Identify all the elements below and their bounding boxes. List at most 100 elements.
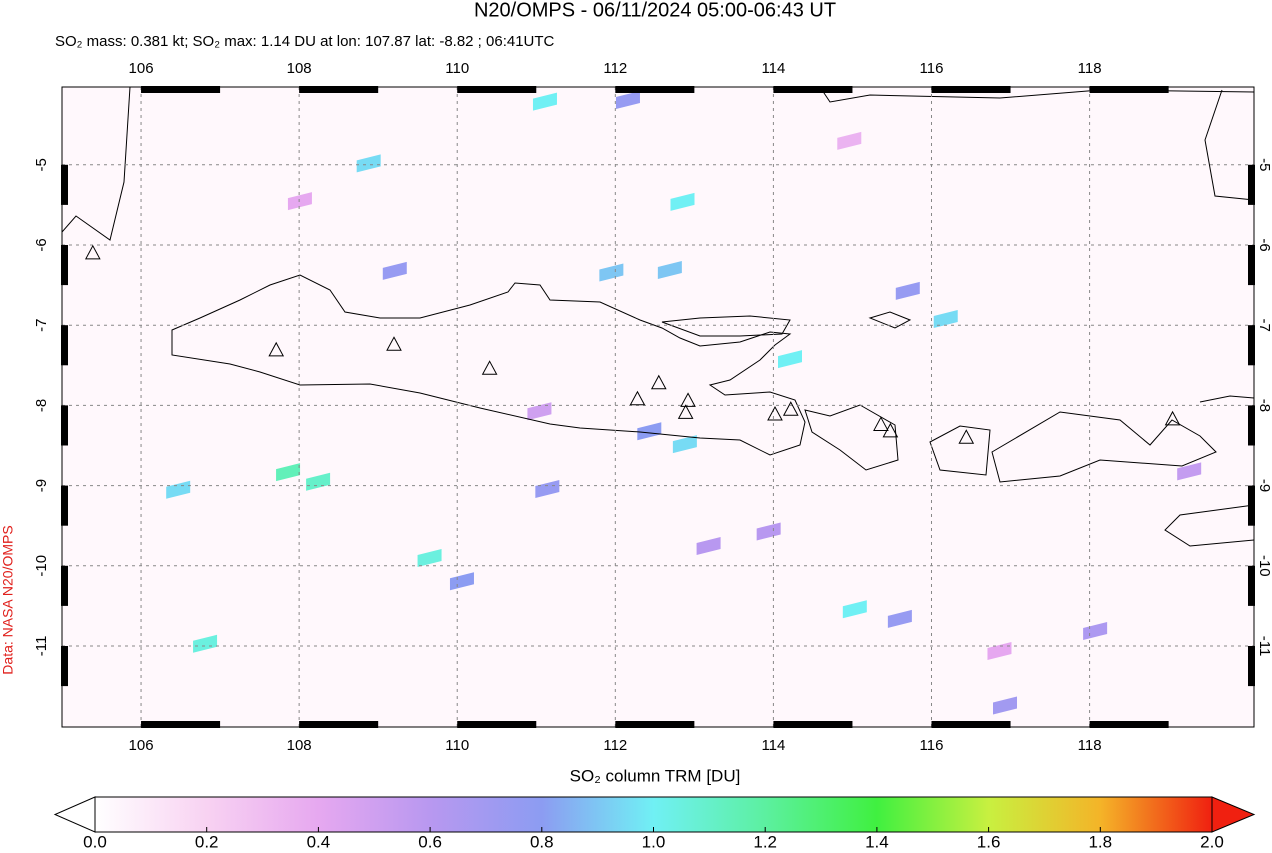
frame-bar — [1248, 645, 1255, 687]
so2-pixel — [1177, 462, 1202, 481]
y-tick-label: -11 — [33, 636, 50, 657]
colorbar-tick-label: 0.2 — [195, 832, 219, 851]
x-tick-label: 110 — [445, 737, 469, 754]
coastline — [991, 411, 1217, 483]
y-tick-label: -9 — [33, 479, 50, 492]
frame-bar — [1248, 485, 1255, 526]
so2-pixel — [842, 600, 867, 619]
colorbar-tick-label: 0.0 — [83, 832, 107, 851]
frame-bar — [931, 721, 1011, 728]
volcano-marker — [84, 244, 101, 260]
frame-bar — [61, 325, 68, 366]
volcano-marker — [677, 404, 694, 419]
colorbar-tick-label: 1.4 — [865, 832, 889, 851]
x-tick-label: 106 — [129, 60, 154, 77]
x-tick-label: 118 — [1078, 737, 1102, 754]
volcano-marker — [650, 374, 667, 390]
y-tick-label: -10 — [1256, 555, 1272, 577]
x-tick-label: 114 — [761, 60, 785, 77]
frame-bar — [1089, 721, 1169, 728]
frame-bar — [141, 721, 221, 728]
volcanoes — [84, 244, 1181, 444]
y-tick-label: -5 — [1256, 158, 1272, 171]
so2-pixel — [382, 261, 407, 280]
coastlines — [62, 87, 1254, 547]
y-tick-label: -7 — [1256, 319, 1272, 332]
frame-bar — [1248, 164, 1255, 205]
so2-pixel — [672, 435, 697, 454]
y-tick-label: -7 — [33, 319, 50, 332]
so2-pixel — [615, 91, 640, 110]
coastline — [868, 311, 912, 329]
so2-pixel — [657, 261, 682, 280]
x-tick-label: 116 — [920, 60, 944, 77]
coastline — [929, 425, 991, 476]
map-background — [62, 87, 1254, 727]
so2-pixel — [166, 480, 191, 499]
coastline — [1199, 395, 1254, 403]
y-tick-label: -8 — [1256, 399, 1272, 412]
frame-bar — [773, 721, 853, 728]
volcano-marker — [268, 341, 285, 357]
frame-bar — [457, 86, 537, 93]
coastline — [804, 404, 899, 471]
x-tick-label: 114 — [761, 737, 785, 754]
volcano-marker — [873, 416, 889, 431]
title: N20/OMPS - 06/11/2024 05:00-06:43 UT — [474, 0, 836, 21]
colorbar-body — [94, 796, 1213, 833]
frame-bar — [61, 485, 68, 526]
x-tick-label: 116 — [920, 737, 944, 754]
frame-bar — [61, 565, 68, 606]
subtitle: SO₂ mass: 0.381 kt; SO₂ max: 1.14 DU at … — [55, 33, 555, 50]
frame-bar — [299, 721, 379, 728]
x-tick-label: 112 — [603, 60, 627, 77]
so2-pixel — [532, 92, 557, 111]
so2-pixel — [696, 536, 721, 555]
x-tick-label: 110 — [445, 60, 469, 77]
volcano-marker — [767, 405, 783, 421]
colorbar-label: SO₂ column TRM [DU] — [570, 766, 741, 785]
coastline — [62, 87, 131, 241]
y-tick-label: -9 — [1256, 479, 1272, 492]
y-tick-label: -10 — [33, 555, 50, 577]
so2-pixel — [895, 281, 920, 300]
x-tick-label: 118 — [1078, 60, 1102, 77]
colorbar-tick-label: 1.8 — [1088, 832, 1112, 851]
y-tick-label: -6 — [1256, 238, 1272, 251]
volcano-marker — [782, 401, 799, 416]
so2-pixel — [449, 572, 474, 591]
so2-pixel — [837, 131, 862, 150]
frame-bar — [1248, 244, 1255, 286]
so2-pixel — [535, 480, 560, 499]
volcano-marker — [481, 360, 498, 375]
coastline — [1204, 89, 1254, 201]
so2-pixel — [993, 696, 1018, 715]
volcano-marker — [386, 336, 402, 351]
so2-pixel — [193, 634, 218, 653]
coastline — [171, 274, 806, 456]
x-tick-label: 112 — [603, 737, 627, 754]
so2-pixel — [987, 642, 1012, 661]
frame-bar — [61, 244, 68, 286]
coastline — [1164, 504, 1254, 547]
x-tick-label: 108 — [287, 60, 312, 77]
frame-bar — [931, 86, 1011, 93]
colorbar-tick-label: 0.6 — [418, 832, 442, 851]
credit: Data: NASA N20/OMPS — [0, 525, 16, 674]
so2-pixel — [778, 350, 803, 369]
so2-pixel — [527, 402, 552, 421]
so2-pixel — [276, 463, 301, 482]
y-tick-label: -11 — [1256, 636, 1272, 657]
so2-pixel — [287, 192, 312, 211]
x-tick-label: 108 — [287, 737, 312, 754]
y-tick-label: -6 — [33, 238, 50, 251]
frame-bar — [141, 86, 221, 93]
y-tick-label: -5 — [33, 158, 50, 171]
colorbar-arrow — [1211, 796, 1256, 833]
frame-bar — [61, 645, 68, 687]
volcano-marker — [680, 392, 696, 407]
colorbar-tick-label: 1.2 — [753, 832, 777, 851]
so2-pixel — [756, 522, 781, 541]
